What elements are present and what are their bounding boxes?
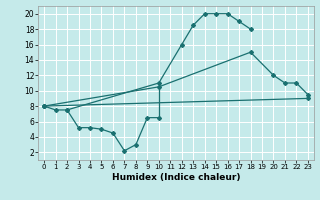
X-axis label: Humidex (Indice chaleur): Humidex (Indice chaleur) — [112, 173, 240, 182]
